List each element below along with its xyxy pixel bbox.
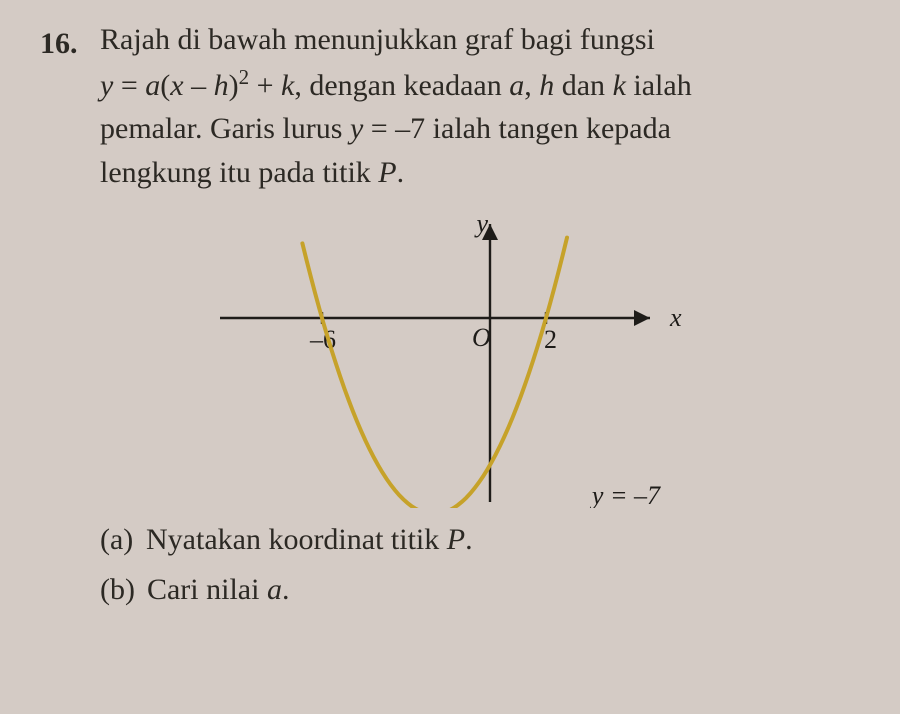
figure-container: xyO–62y = –7Ph = [40, 208, 860, 508]
stem-line: Rajah di bawah menunjukkan graf bagi fun… [100, 18, 850, 62]
svg-text:O: O [472, 323, 491, 352]
svg-text:x: x [669, 303, 682, 332]
stem-line: lengkung itu pada titik P. [100, 151, 850, 195]
stem-line: pemalar. Garis lurus y = –7 ialah tangen… [100, 107, 850, 151]
question-parts: (a) Nyatakan koordinat titik P. (b) Cari… [100, 518, 860, 611]
stem-line-equation: y = a(x – h)2 + k, dengan keadaan a, h d… [100, 62, 850, 108]
svg-text:y = –7: y = –7 [589, 481, 661, 508]
svg-text:2: 2 [544, 325, 557, 354]
svg-text:y: y [473, 209, 488, 238]
part-b-text: Cari nilai a. [147, 568, 289, 612]
part-a-label: (a) [100, 518, 134, 562]
var-x: x [170, 69, 183, 102]
part-a: (a) Nyatakan koordinat titik P. [100, 518, 860, 562]
question-stem: Rajah di bawah menunjukkan graf bagi fun… [100, 18, 850, 194]
var-a: a [145, 69, 160, 102]
var-k: k [281, 69, 294, 102]
page: 16. Rajah di bawah menunjukkan graf bagi… [0, 0, 900, 714]
part-b: (b) Cari nilai a. [100, 568, 860, 612]
question-number: 16. [40, 22, 78, 66]
part-a-text: Nyatakan koordinat titik P. [146, 518, 473, 562]
part-b-label: (b) [100, 568, 135, 612]
var-y: y [100, 69, 113, 102]
parabola-graph: xyO–62y = –7Ph = [190, 208, 710, 508]
var-h: h [214, 69, 229, 102]
